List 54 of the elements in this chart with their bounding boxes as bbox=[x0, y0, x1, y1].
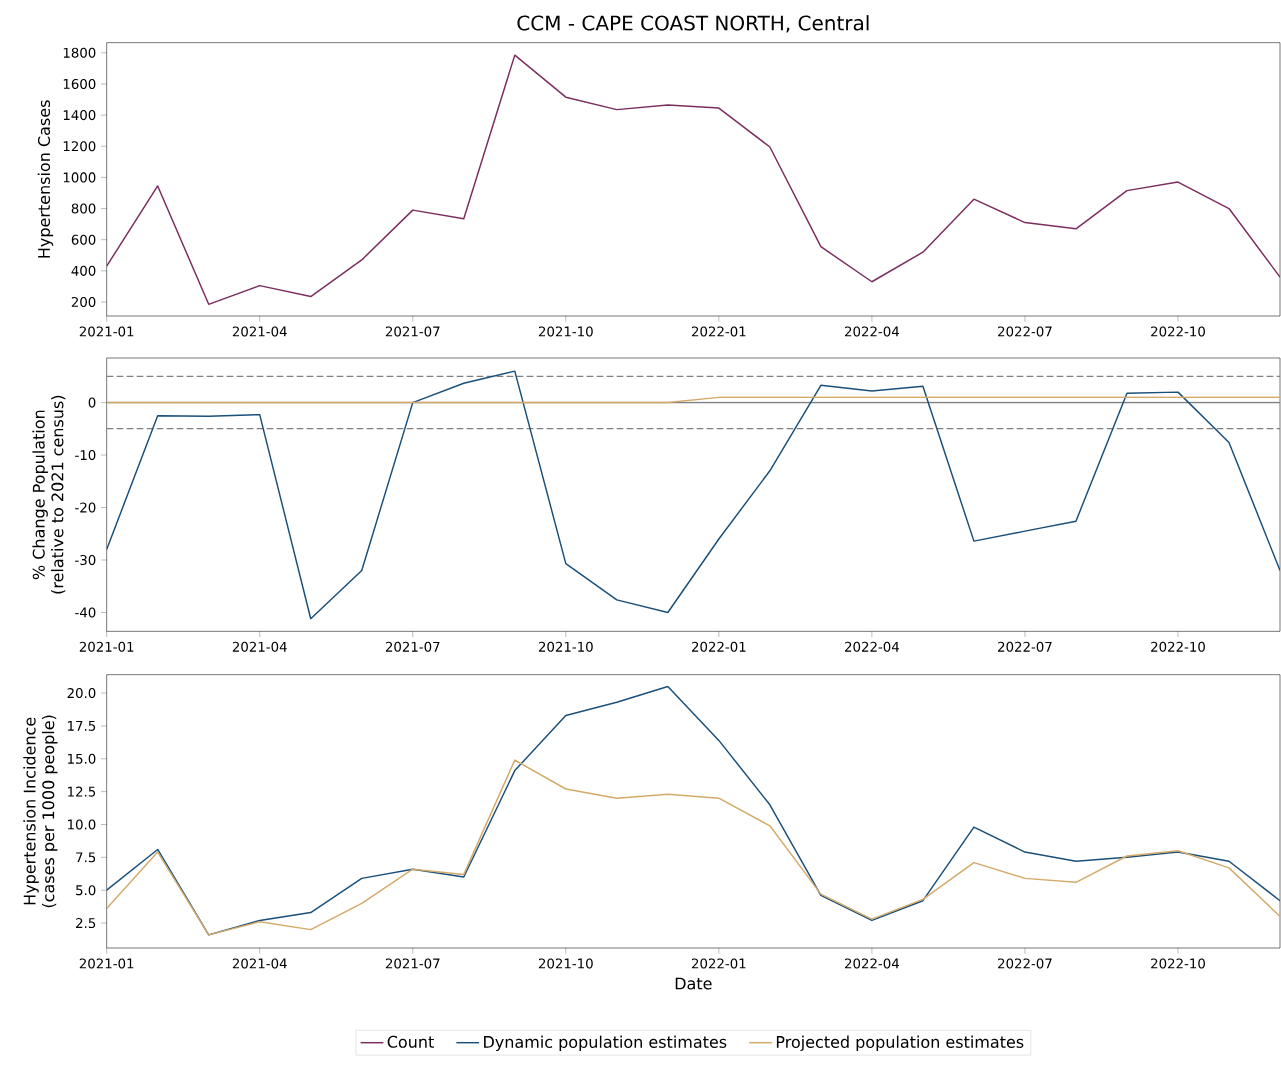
x-tick-label: 2021-01 bbox=[79, 641, 134, 652]
x-tick-label: 2022-10 bbox=[1151, 958, 1205, 969]
y-tick-label: 20.0 bbox=[67, 688, 96, 699]
y-axis-title: Hypertension Cases bbox=[37, 100, 54, 258]
x-tick-label: 2022-04 bbox=[845, 958, 899, 969]
y-tick-label: 1600 bbox=[63, 78, 96, 89]
y-tick-label: 1400 bbox=[63, 110, 96, 121]
x-tick-label: 2022-07 bbox=[998, 958, 1052, 969]
y-tick-label: 1000 bbox=[63, 172, 96, 183]
x-tick-label: 2022-04 bbox=[845, 326, 899, 337]
y-tick-label: -20 bbox=[75, 502, 96, 513]
y-axis-title: Hypertension Incidence (cases per 1000 people) bbox=[23, 715, 58, 908]
x-axis-title: Date bbox=[675, 977, 712, 990]
y-tick-label: 400 bbox=[71, 265, 96, 276]
y-axis-title: % Change Population (relative to 2021 census) bbox=[32, 395, 66, 594]
x-tick-label: 2022-01 bbox=[691, 641, 746, 652]
x-tick-label: 2022-01 bbox=[691, 326, 746, 337]
x-tick-label: 2021-07 bbox=[385, 958, 440, 969]
legend-label: Projected population estimates bbox=[776, 1035, 1024, 1052]
x-tick-label: 2021-10 bbox=[538, 326, 593, 337]
y-tick-label: -40 bbox=[75, 607, 96, 618]
y-tick-label: -30 bbox=[75, 554, 96, 566]
x-tick-label: 2022-07 bbox=[998, 326, 1052, 337]
y-tick-label: 12.5 bbox=[68, 786, 96, 797]
x-tick-label: 2022-01 bbox=[691, 958, 746, 969]
y-tick-label: 200 bbox=[71, 296, 96, 308]
y-tick-label: 1200 bbox=[63, 141, 96, 152]
y-tick-label: 2.5 bbox=[76, 917, 96, 929]
x-tick-label: 2021-07 bbox=[385, 326, 440, 337]
x-tick-label: 2021-04 bbox=[232, 326, 287, 337]
x-tick-label: 2021-01 bbox=[79, 958, 134, 969]
y-tick-label: 10.0 bbox=[68, 819, 96, 830]
legend-label: Dynamic population estimates bbox=[484, 1035, 727, 1052]
y-tick-label: 7.5 bbox=[76, 852, 96, 863]
y-tick-label: 15.0 bbox=[68, 753, 96, 764]
x-tick-label: 2021-04 bbox=[232, 958, 287, 969]
x-tick-label: 2021-04 bbox=[232, 641, 287, 652]
x-tick-label: 2021-07 bbox=[385, 641, 440, 652]
y-tick-label: -10 bbox=[75, 450, 96, 461]
x-tick-label: 2021-01 bbox=[79, 326, 134, 337]
chart-title: CCM - CAPE COAST NORTH, Central bbox=[517, 15, 869, 33]
x-tick-label: 2022-10 bbox=[1151, 326, 1205, 337]
x-tick-label: 2022-10 bbox=[1151, 641, 1205, 652]
x-tick-label: 2022-07 bbox=[998, 641, 1052, 652]
y-tick-label: 800 bbox=[71, 203, 96, 214]
y-tick-label: 600 bbox=[71, 234, 96, 245]
x-tick-label: 2022-04 bbox=[845, 641, 899, 652]
x-tick-label: 2021-10 bbox=[538, 641, 593, 652]
text: Count bbox=[387, 1035, 434, 1048]
y-tick-label: 17.5 bbox=[68, 720, 96, 731]
y-tick-label: 0 bbox=[88, 397, 96, 408]
y-tick-label: 1800 bbox=[63, 47, 96, 58]
y-tick-label: 5.0 bbox=[76, 885, 96, 896]
x-tick-label: 2021-10 bbox=[538, 958, 593, 969]
